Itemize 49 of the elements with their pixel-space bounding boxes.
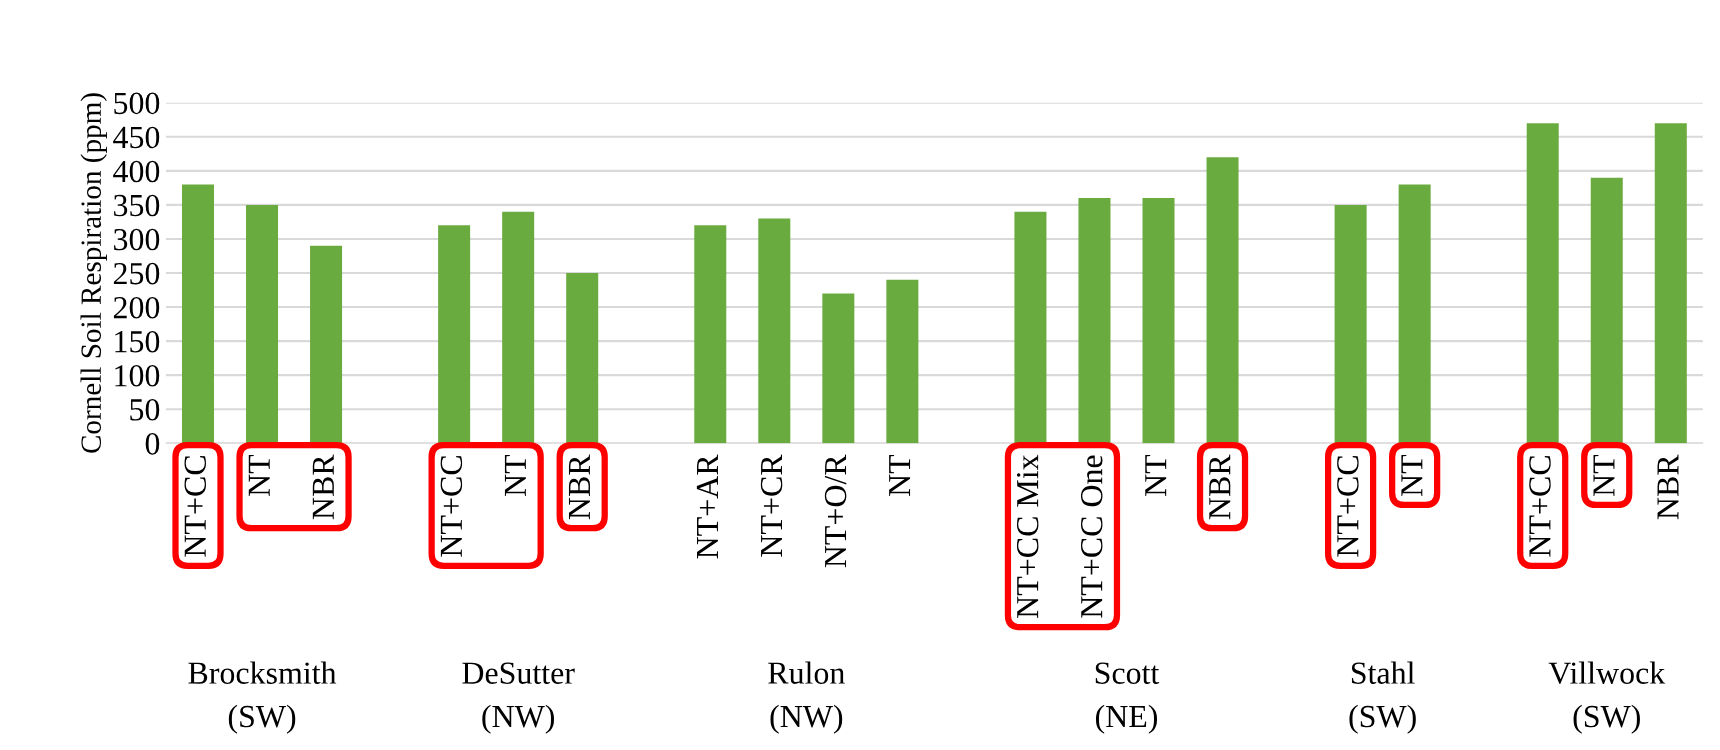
y-tick-label: 450: [113, 126, 160, 149]
y-axis-title: Cornell Soil Respiration (ppm): [80, 93, 107, 453]
text: Stahl (SW): [1349, 661, 1416, 734]
x-tick-label: NT: [1401, 454, 1423, 497]
x-tick-label: NT: [889, 454, 911, 497]
bar: [694, 225, 727, 444]
bar: [246, 204, 279, 444]
x-tick-label: NT+CR: [760, 454, 783, 557]
y-tick-label: 200: [113, 296, 160, 319]
bar: [758, 218, 791, 444]
x-tick-label: NBR: [1209, 454, 1231, 520]
y-tick-label: 250: [113, 262, 160, 285]
bar: [1014, 211, 1047, 444]
bar: [438, 225, 471, 444]
bar: [1142, 198, 1175, 444]
y-tick-label: 500: [114, 92, 160, 115]
bar: [502, 211, 535, 444]
x-tick-label: NT+CC Mix: [1016, 454, 1039, 618]
x-tick-label: NT+CC: [1529, 456, 1551, 557]
y-tick-label: 50: [130, 399, 160, 421]
x-tick-label: NBR: [312, 454, 334, 520]
x-tick-label: NT: [248, 454, 270, 497]
x-tick-label: NT+O/R: [824, 454, 847, 568]
bar: [310, 245, 343, 444]
x-tick-label: NT+AR: [696, 454, 718, 559]
x-tick-label: NBR: [568, 454, 590, 520]
x-tick-label: NT+CC: [184, 456, 206, 557]
x-tick-label: NT: [1593, 454, 1615, 497]
text: Rulon (NW): [768, 661, 845, 734]
x-tick-label: NT: [504, 454, 526, 497]
bar: [822, 293, 855, 444]
text: Scott (NE): [1095, 662, 1160, 734]
x-tick-label: NT: [1145, 454, 1167, 497]
y-tick-label: 400: [113, 160, 160, 183]
x-tick-label: NT+CC: [440, 456, 463, 557]
y-tick-label: 100: [115, 364, 160, 387]
bar: [1654, 123, 1687, 444]
x-tick-label: NT+CC: [1337, 456, 1359, 557]
y-tick-label: 0: [145, 433, 160, 455]
text: DeSutter (NW): [462, 662, 575, 734]
text: Brocksmith (SW): [188, 661, 337, 734]
y-tick-label: 300: [114, 228, 160, 251]
bar: [886, 279, 919, 444]
x-tick-label: NT+CC One: [1081, 455, 1103, 618]
x-tick-label: NBR: [1657, 454, 1679, 520]
text: Villwock (SW): [1548, 661, 1666, 734]
bar: [1078, 198, 1111, 444]
y-tick-label: 150: [115, 330, 160, 353]
y-tick-label: 350: [114, 194, 160, 217]
